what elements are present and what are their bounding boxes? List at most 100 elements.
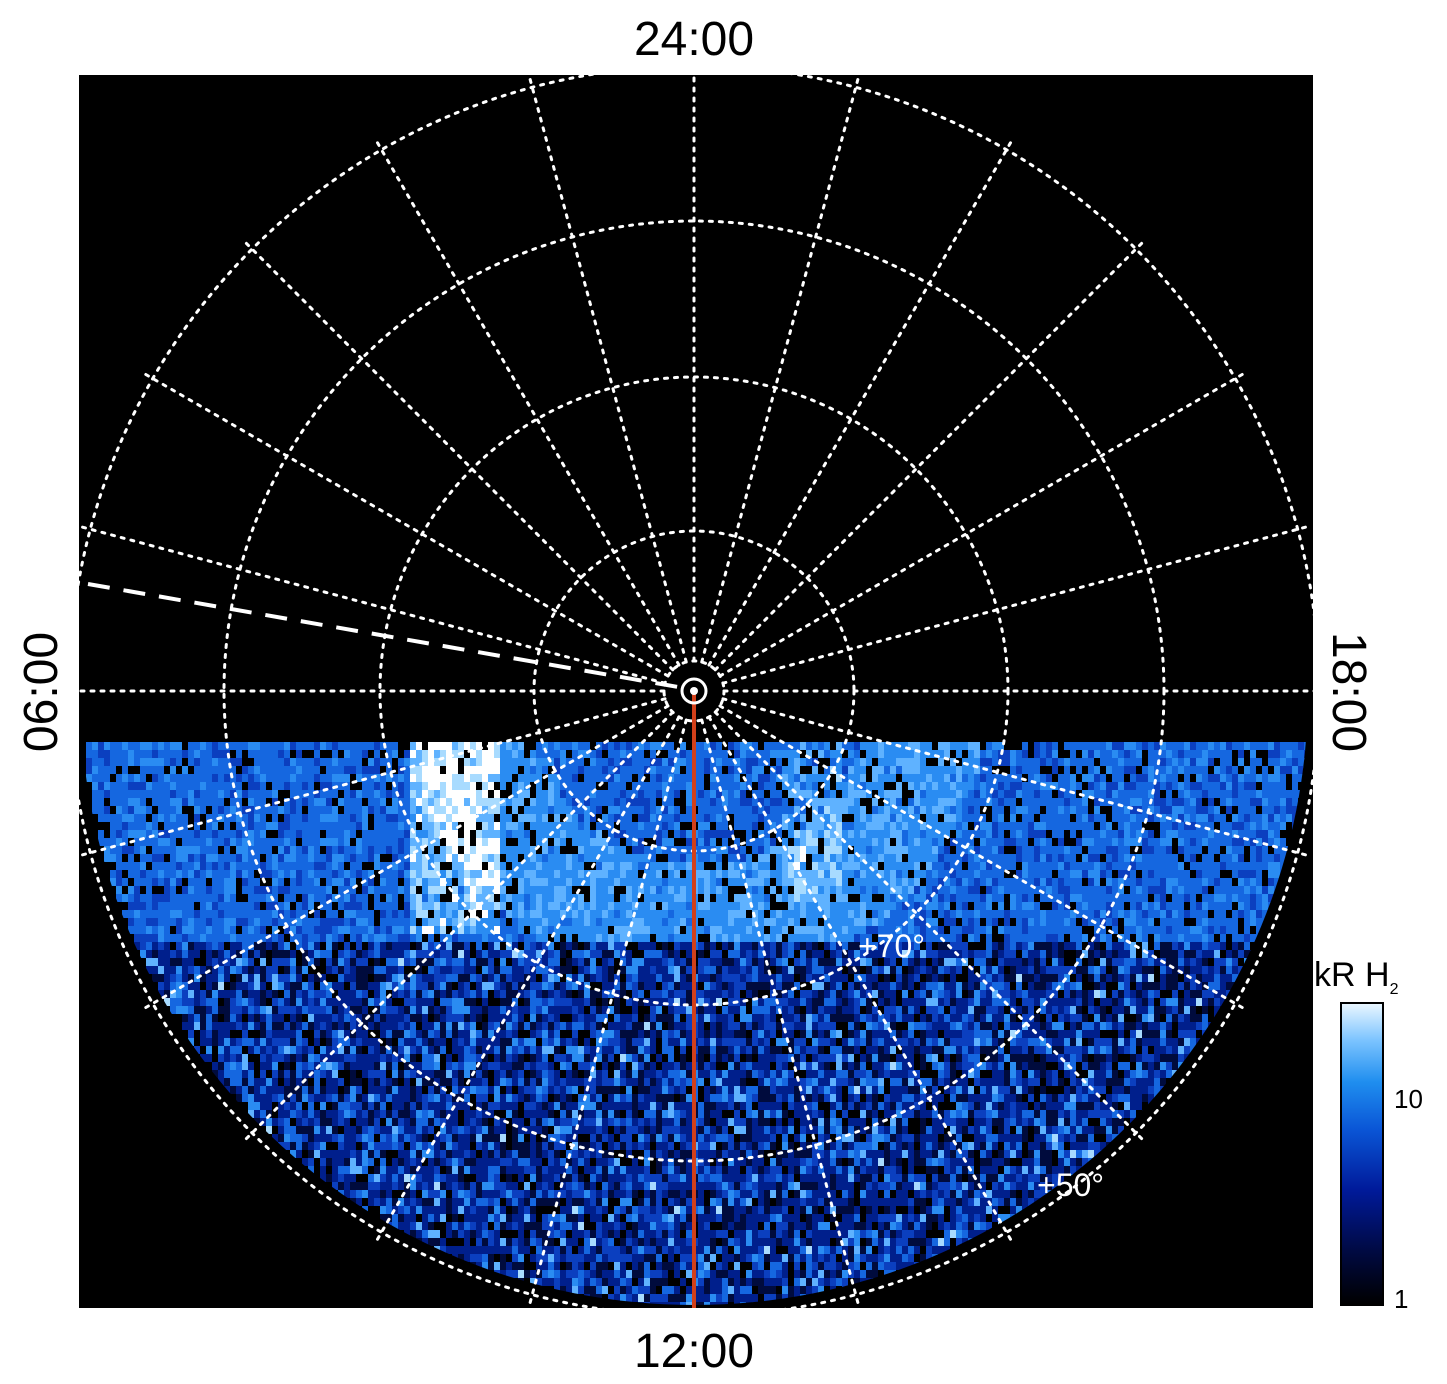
- emission-pixel: [800, 838, 806, 846]
- emission-pixel: [854, 790, 860, 798]
- emission-pixel: [650, 926, 656, 934]
- emission-pixel: [830, 830, 836, 838]
- emission-pixel: [674, 750, 680, 760]
- emission-pixel: [596, 918, 602, 926]
- emission-pixel: [722, 814, 728, 822]
- emission-pixel: [686, 822, 692, 830]
- emission-pixel: [266, 902, 272, 910]
- emission-pixel: [338, 894, 344, 902]
- emission-pixel: [626, 782, 632, 790]
- emission-pixel: [254, 766, 260, 774]
- emission-pixel: [908, 830, 914, 838]
- emission-pixel: [608, 846, 614, 854]
- emission-pixel: [1070, 806, 1076, 814]
- emission-pixel: [524, 822, 530, 830]
- emission-pixel: [560, 790, 566, 798]
- emission-pixel: [602, 766, 608, 774]
- emission-pixel: [1100, 814, 1106, 822]
- emission-pixel: [746, 750, 752, 765]
- emission-pixel: [824, 878, 830, 886]
- emission-pixel: [698, 766, 704, 774]
- emission-pixel: [350, 790, 356, 798]
- emission-pixel: [758, 798, 764, 806]
- emission-pixel: [1070, 902, 1076, 910]
- emission-pixel: [356, 822, 362, 830]
- emission-pixel: [398, 870, 404, 878]
- emission-pixel: [1040, 838, 1046, 846]
- emission-pixel: [428, 910, 434, 918]
- emission-pixel: [638, 846, 644, 854]
- emission-pixel: [1286, 758, 1292, 769]
- emission-pixel: [1196, 750, 1202, 759]
- emission-pixel: [392, 854, 398, 862]
- emission-pixel: [1142, 870, 1148, 878]
- emission-pixel: [542, 886, 548, 894]
- emission-pixel: [638, 742, 644, 758]
- emission-pixel: [170, 750, 176, 761]
- emission-pixel: [314, 886, 320, 894]
- emission-pixel: [1262, 846, 1268, 854]
- emission-pixel: [212, 806, 218, 814]
- emission-pixel: [452, 822, 458, 830]
- emission-pixel: [128, 870, 134, 878]
- emission-pixel: [776, 838, 782, 846]
- emission-pixel: [488, 838, 494, 846]
- emission-pixel: [1292, 774, 1298, 782]
- emission-pixel: [494, 774, 500, 782]
- emission-pixel: [1100, 798, 1106, 806]
- emission-pixel: [446, 918, 452, 926]
- emission-pixel: [128, 910, 134, 918]
- emission-pixel: [128, 894, 134, 902]
- emission-pixel: [1016, 838, 1022, 846]
- emission-pixel: [368, 742, 374, 754]
- emission-pixel: [938, 854, 944, 862]
- emission-pixel: [110, 774, 116, 782]
- emission-pixel: [1016, 830, 1022, 838]
- emission-pixel: [842, 926, 848, 934]
- emission-pixel: [200, 838, 206, 846]
- emission-pixel: [1202, 814, 1208, 822]
- emission-pixel: [608, 886, 614, 894]
- emission-pixel: [500, 846, 506, 854]
- emission-pixel: [410, 886, 416, 894]
- emission-pixel: [458, 870, 464, 878]
- emission-pixel: [578, 814, 584, 822]
- emission-pixel: [200, 918, 206, 926]
- emission-pixel: [1250, 910, 1256, 918]
- emission-pixel: [1004, 798, 1010, 806]
- emission-pixel: [1082, 878, 1088, 886]
- emission-pixel: [890, 766, 896, 774]
- emission-pixel: [830, 918, 836, 926]
- emission-pixel: [428, 862, 434, 870]
- emission-pixel: [968, 926, 974, 934]
- emission-pixel: [1052, 926, 1058, 934]
- emission-pixel: [1286, 838, 1292, 846]
- emission-pixel: [968, 870, 974, 878]
- emission-pixel: [584, 894, 590, 902]
- emission-pixel: [332, 926, 338, 934]
- emission-pixel: [110, 814, 116, 822]
- emission-pixel: [548, 934, 554, 942]
- emission-pixel: [494, 798, 500, 806]
- emission-pixel: [998, 918, 1004, 926]
- emission-pixel: [296, 822, 302, 830]
- emission-pixel: [944, 878, 950, 886]
- emission-pixel: [686, 838, 692, 846]
- emission-pixel: [542, 926, 548, 934]
- emission-pixel: [1154, 806, 1160, 814]
- emission-pixel: [752, 878, 758, 886]
- emission-pixel: [1262, 750, 1268, 765]
- emission-pixel: [998, 886, 1004, 894]
- emission-pixel: [854, 886, 860, 894]
- emission-pixel: [752, 766, 758, 774]
- emission-pixel: [152, 894, 158, 902]
- emission-pixel: [140, 910, 146, 918]
- emission-pixel: [278, 854, 284, 862]
- emission-pixel: [542, 806, 548, 814]
- emission-pixel: [752, 806, 758, 814]
- emission-pixel: [908, 766, 914, 774]
- emission-pixel: [188, 854, 194, 862]
- emission-pixel: [224, 878, 230, 886]
- emission-pixel: [536, 814, 542, 822]
- emission-pixel: [362, 806, 368, 814]
